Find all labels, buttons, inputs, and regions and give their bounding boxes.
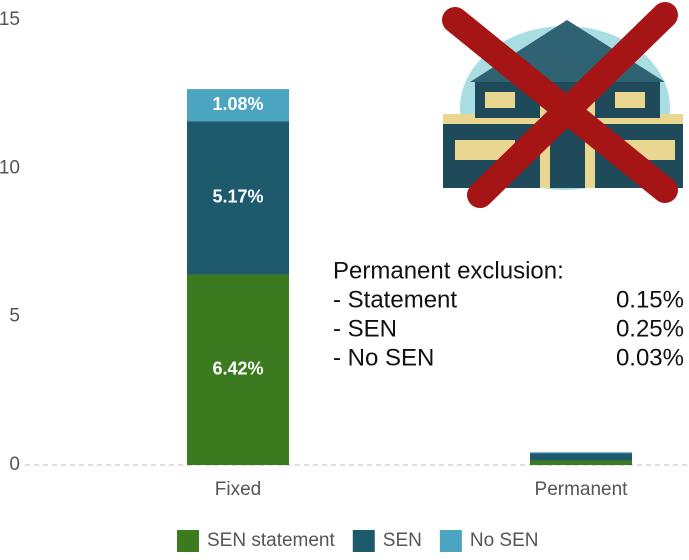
chart: 0 5 10 15 Fixed 6.42% 5.17% 1.08% Permanent SEN s… (0, 0, 689, 555)
school-icon (443, 15, 683, 195)
annotation-value: 0.15% (616, 286, 684, 313)
bar-segment (530, 461, 632, 465)
x-tick-label: Fixed (215, 479, 261, 500)
annotation-title: Permanent exclusion: (333, 257, 564, 284)
legend-label: No SEN (470, 530, 539, 551)
x-tick-label: Permanent (535, 479, 629, 500)
y-tick-label: 10 (0, 157, 20, 178)
y-tick-label: 15 (0, 9, 20, 30)
annotation-label: - Statement (333, 286, 457, 313)
bar-segment (530, 452, 632, 453)
legend-swatch (440, 530, 462, 552)
annotation-value: 0.03% (616, 344, 684, 371)
data-label: 6.42% (212, 359, 263, 379)
y-tick-label: 5 (9, 306, 20, 327)
y-tick-label: 0 (9, 454, 20, 475)
legend-label: SEN (383, 530, 422, 551)
annotation-label: - No SEN (333, 344, 434, 371)
legend-swatch (353, 530, 375, 552)
data-label: 1.08% (212, 94, 263, 114)
legend-label: SEN statement (207, 530, 335, 551)
annotation-label: - SEN (333, 315, 397, 342)
annotation-value: 0.25% (616, 315, 684, 342)
data-label: 5.17% (212, 187, 263, 207)
bar-segment (530, 453, 632, 460)
legend-swatch (177, 530, 199, 552)
